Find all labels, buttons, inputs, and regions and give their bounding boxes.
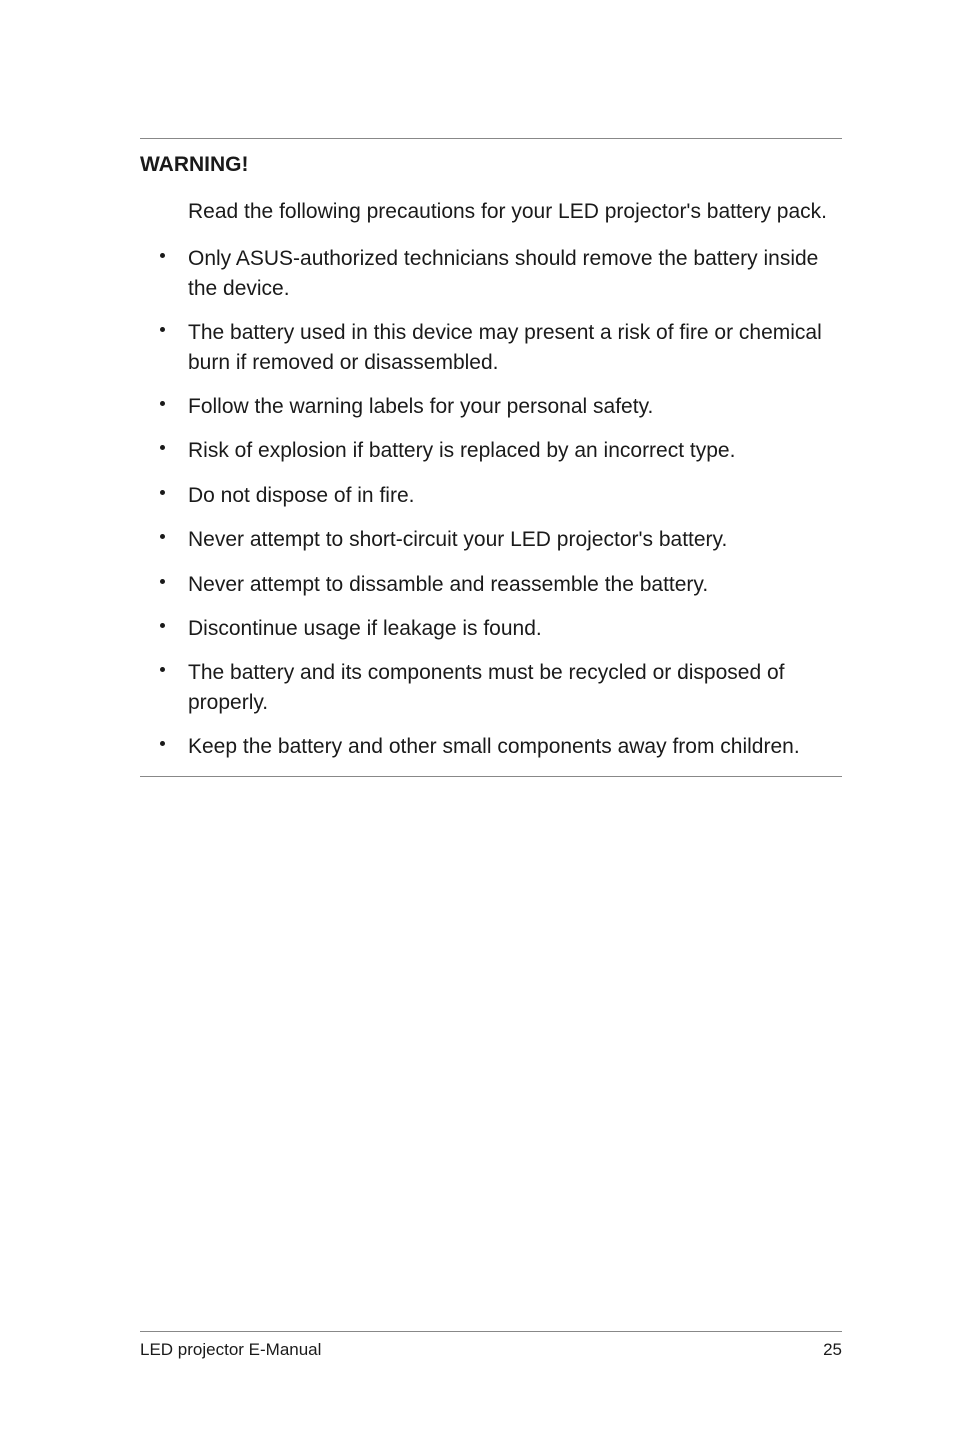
list-item-text: Never attempt to dissamble and reassembl…	[188, 573, 708, 596]
list-item-text: The battery used in this device may pres…	[188, 321, 822, 373]
list-item: The battery used in this device may pres…	[160, 318, 842, 377]
bottom-rule	[140, 776, 842, 777]
bullet-icon	[160, 401, 165, 406]
page-footer: LED projector E-Manual 25	[140, 1331, 842, 1360]
list-item: Discontinue usage if leakage is found.	[160, 614, 842, 643]
bullet-icon	[160, 327, 165, 332]
page-content: WARNING! Read the following precautions …	[0, 0, 954, 777]
bullet-icon	[160, 579, 165, 584]
warning-bullet-list: Only ASUS-authorized technicians should …	[160, 244, 842, 761]
bullet-icon	[160, 534, 165, 539]
bullet-icon	[160, 623, 165, 628]
list-item: Never attempt to dissamble and reassembl…	[160, 570, 842, 599]
footer-rule	[140, 1331, 842, 1332]
bullet-icon	[160, 445, 165, 450]
list-item: Never attempt to short-circuit your LED …	[160, 525, 842, 554]
bullet-icon	[160, 741, 165, 746]
list-item-text: Follow the warning labels for your perso…	[188, 395, 653, 418]
list-item: Follow the warning labels for your perso…	[160, 392, 842, 421]
warning-intro: Read the following precautions for your …	[188, 197, 842, 226]
list-item-text: Only ASUS-authorized technicians should …	[188, 247, 818, 299]
list-item-text: Never attempt to short-circuit your LED …	[188, 528, 727, 551]
bullet-icon	[160, 490, 165, 495]
list-item-text: Discontinue usage if leakage is found.	[188, 617, 542, 640]
list-item: The battery and its components must be r…	[160, 658, 842, 717]
bullet-icon	[160, 253, 165, 258]
list-item-text: The battery and its components must be r…	[188, 661, 784, 713]
list-item-text: Risk of explosion if battery is replaced…	[188, 439, 735, 462]
list-item: Only ASUS-authorized technicians should …	[160, 244, 842, 303]
warning-heading: WARNING!	[140, 153, 842, 177]
list-item-text: Do not dispose of in fire.	[188, 484, 414, 507]
list-item-text: Keep the battery and other small compone…	[188, 735, 800, 758]
bullet-icon	[160, 667, 165, 672]
top-rule	[140, 138, 842, 139]
list-item: Keep the battery and other small compone…	[160, 732, 842, 761]
list-item: Risk of explosion if battery is replaced…	[160, 436, 842, 465]
footer-row: LED projector E-Manual 25	[140, 1340, 842, 1360]
footer-page-number: 25	[823, 1340, 842, 1360]
list-item: Do not dispose of in fire.	[160, 481, 842, 510]
footer-doc-title: LED projector E-Manual	[140, 1340, 321, 1360]
